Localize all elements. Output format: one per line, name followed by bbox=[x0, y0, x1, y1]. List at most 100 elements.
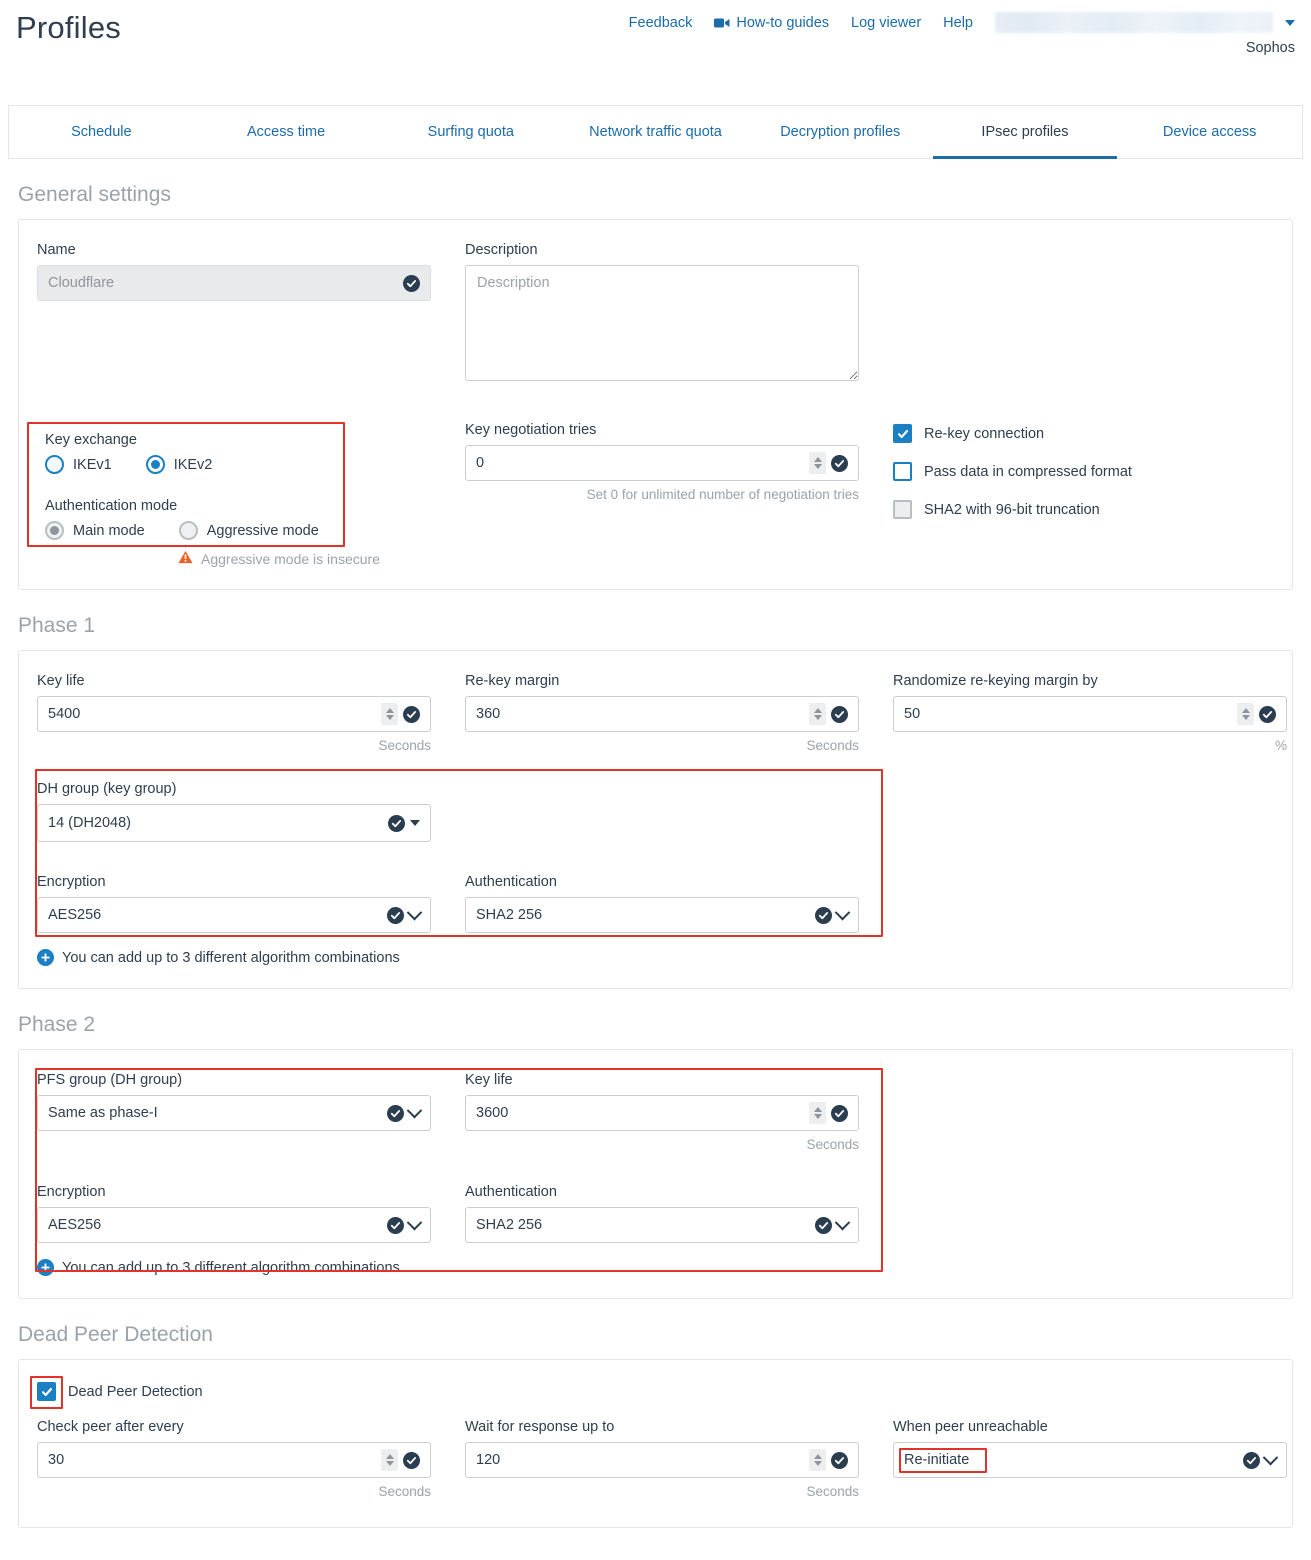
tab-device-access[interactable]: Device access bbox=[1117, 106, 1302, 158]
phase1-key-life-unit: Seconds bbox=[378, 738, 431, 753]
triangle-down-icon[interactable] bbox=[410, 820, 420, 826]
name-label: Name bbox=[37, 242, 76, 258]
how-to-guides-link[interactable]: How-to guides bbox=[714, 15, 829, 31]
phase2-encryption-select[interactable]: AES256 bbox=[37, 1207, 431, 1243]
phase1-randomize-input: 50 bbox=[904, 706, 921, 722]
phase1-encryption-value: AES256 bbox=[48, 907, 102, 923]
dpd-panel: Dead Peer Detection Check peer after eve… bbox=[18, 1359, 1293, 1528]
phase1-randomize-group: Randomize re-keying margin by 50 % bbox=[893, 673, 1287, 753]
user-menu[interactable] bbox=[995, 12, 1295, 33]
phase1-rekey-margin-stepper[interactable] bbox=[809, 703, 826, 725]
phase1-encryption-group: Encryption AES256 bbox=[37, 874, 431, 933]
radio-main-mode[interactable]: Main mode bbox=[45, 521, 145, 540]
phase1-key-life-input-wrap[interactable]: 5400 bbox=[37, 696, 431, 732]
checkbox-dead-peer-detection[interactable]: Dead Peer Detection bbox=[37, 1382, 203, 1401]
check-circle-icon bbox=[403, 705, 420, 723]
dpd-when-unreachable-adornments bbox=[1243, 1449, 1279, 1469]
phase1-add-algorithm-link[interactable]: You can add up to 3 different algorithm … bbox=[37, 949, 1274, 966]
description-field-group: Description bbox=[465, 242, 859, 386]
checkbox-rekey-connection-icon bbox=[893, 424, 912, 443]
dpd-wait-response-stepper[interactable] bbox=[809, 1449, 826, 1471]
phase1-rekey-margin-adornments bbox=[809, 703, 848, 725]
chevron-down-icon[interactable] bbox=[1262, 1449, 1279, 1465]
phase1-rekey-margin-input-wrap[interactable]: 360 bbox=[465, 696, 859, 732]
phase2-key-life-stepper[interactable] bbox=[809, 1102, 826, 1124]
phase2-key-life-unit: Seconds bbox=[806, 1137, 859, 1152]
name-input: Cloudflare bbox=[48, 275, 115, 291]
chevron-down-icon[interactable] bbox=[406, 1102, 423, 1118]
phase1-dh-group-label: DH group (key group) bbox=[37, 781, 177, 797]
help-link[interactable]: Help bbox=[943, 15, 973, 31]
phase2-title: Phase 2 bbox=[18, 1013, 96, 1036]
name-field-group: Name Cloudflare bbox=[37, 242, 431, 386]
dpd-check-peer-group: Check peer after every 30 Seconds bbox=[37, 1419, 431, 1499]
check-circle-icon bbox=[831, 1104, 848, 1122]
phase1-rekey-margin-label: Re-key margin bbox=[465, 673, 560, 689]
key-negotiation-hint: Set 0 for unlimited number of negotiatio… bbox=[586, 487, 859, 502]
tab-bar: Schedule Access time Surfing quota Netwo… bbox=[8, 105, 1303, 159]
phase2-authentication-group: Authentication SHA2 256 bbox=[465, 1184, 859, 1243]
checkbox-sha2-96bit[interactable]: SHA2 with 96-bit truncation bbox=[893, 500, 1287, 519]
phase2-key-life-label: Key life bbox=[465, 1072, 513, 1088]
phase1-authentication-select[interactable]: SHA2 256 bbox=[465, 897, 859, 933]
key-negotiation-adornments bbox=[809, 452, 848, 474]
tab-access-time[interactable]: Access time bbox=[194, 106, 379, 158]
phase2-key-life-input-wrap[interactable]: 3600 bbox=[465, 1095, 859, 1131]
key-negotiation-stepper[interactable] bbox=[809, 452, 826, 474]
radio-aggressive-mode[interactable]: Aggressive mode bbox=[178, 521, 319, 540]
tab-ipsec-profiles[interactable]: IPsec profiles bbox=[932, 106, 1118, 159]
phase2-authentication-value: SHA2 256 bbox=[476, 1217, 543, 1233]
phase1-encryption-select[interactable]: AES256 bbox=[37, 897, 431, 933]
phase2-pfs-group-select[interactable]: Same as phase-I bbox=[37, 1095, 431, 1131]
description-input[interactable] bbox=[465, 265, 859, 381]
checkbox-rekey-connection[interactable]: Re-key connection bbox=[893, 424, 1287, 443]
phase1-title: Phase 1 bbox=[18, 614, 96, 637]
phase2-encryption-group: Encryption AES256 bbox=[37, 1184, 431, 1243]
key-negotiation-input-wrap[interactable]: 0 bbox=[465, 445, 859, 481]
key-negotiation-group: Key negotiation tries 0 Set 0 for unlimi… bbox=[465, 422, 859, 567]
phase1-randomize-stepper[interactable] bbox=[1237, 703, 1254, 725]
app-header: Profiles Feedback How-to guides Log view… bbox=[0, 0, 1311, 105]
chevron-down-icon[interactable] bbox=[406, 1214, 423, 1230]
tab-network-traffic-quota[interactable]: Network traffic quota bbox=[563, 106, 748, 158]
chevron-down-icon[interactable] bbox=[406, 904, 423, 920]
key-negotiation-input: 0 bbox=[476, 455, 485, 471]
check-circle-icon bbox=[387, 1104, 404, 1122]
phase1-authentication-adornments bbox=[815, 904, 851, 924]
dpd-check-peer-input-wrap[interactable]: 30 bbox=[37, 1442, 431, 1478]
dpd-wait-response-adornments bbox=[809, 1449, 848, 1471]
tab-surfing-quota[interactable]: Surfing quota bbox=[378, 106, 563, 158]
log-viewer-link[interactable]: Log viewer bbox=[851, 15, 921, 31]
dpd-when-unreachable-select[interactable]: Re-initiate bbox=[893, 1442, 1287, 1478]
phase1-key-life-stepper[interactable] bbox=[381, 703, 398, 725]
phase2-add-algorithm-link[interactable]: You can add up to 3 different algorithm … bbox=[37, 1259, 1274, 1276]
dpd-check-peer-stepper[interactable] bbox=[381, 1449, 398, 1471]
plus-circle-icon bbox=[37, 949, 54, 966]
feedback-link[interactable]: Feedback bbox=[629, 15, 693, 31]
checkbox-rekey-connection-label: Re-key connection bbox=[924, 425, 1045, 442]
tab-network-traffic-quota-label: Network traffic quota bbox=[589, 124, 722, 140]
radio-ikev2-icon bbox=[145, 455, 165, 474]
check-circle-icon bbox=[403, 274, 420, 292]
phase2-panel: PFS group (DH group) Same as phase-I Key… bbox=[18, 1049, 1293, 1299]
chevron-down-icon[interactable] bbox=[834, 1214, 851, 1230]
checkbox-pass-data-compressed[interactable]: Pass data in compressed format bbox=[893, 462, 1287, 481]
phase1-dh-group-select[interactable]: 14 (DH2048) bbox=[37, 804, 431, 842]
help-label: Help bbox=[943, 14, 973, 31]
dpd-wait-response-input-wrap[interactable]: 120 bbox=[465, 1442, 859, 1478]
phase1-randomize-input-wrap[interactable]: 50 bbox=[893, 696, 1287, 732]
phase2-authentication-select[interactable]: SHA2 256 bbox=[465, 1207, 859, 1243]
dpd-check-peer-input: 30 bbox=[48, 1452, 65, 1468]
radio-ikev1[interactable]: IKEv1 bbox=[45, 455, 112, 474]
tab-device-access-label: Device access bbox=[1162, 124, 1257, 140]
name-input-wrap[interactable]: Cloudflare bbox=[37, 265, 431, 301]
radio-ikev2-label: IKEv2 bbox=[173, 456, 213, 473]
chevron-down-icon[interactable] bbox=[834, 904, 851, 920]
tab-schedule[interactable]: Schedule bbox=[9, 106, 194, 158]
dpd-check-peer-unit: Seconds bbox=[378, 1484, 431, 1499]
radio-ikev2[interactable]: IKEv2 bbox=[145, 455, 213, 474]
header-links: Feedback How-to guides Log viewer Help bbox=[629, 12, 1295, 33]
tab-decryption-profiles[interactable]: Decryption profiles bbox=[748, 106, 933, 158]
phase1-key-life-input: 5400 bbox=[48, 706, 81, 722]
checkbox-dead-peer-detection-label: Dead Peer Detection bbox=[68, 1383, 203, 1400]
